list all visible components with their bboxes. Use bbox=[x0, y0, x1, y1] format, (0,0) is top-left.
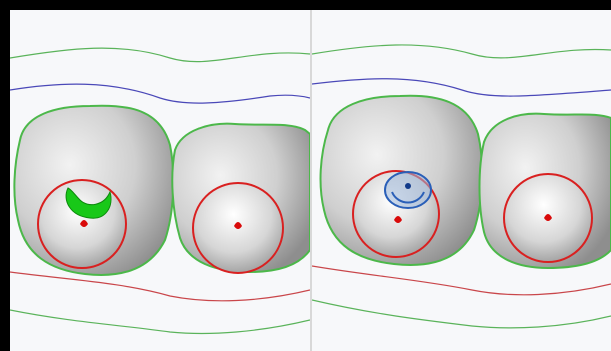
viewport-left[interactable] bbox=[10, 10, 310, 351]
viewport-divider[interactable] bbox=[310, 10, 312, 351]
red-contour bbox=[10, 271, 310, 302]
scene-left[interactable] bbox=[10, 10, 310, 351]
blue-cap-arc bbox=[391, 191, 425, 204]
outer-contour-top bbox=[312, 44, 611, 59]
red-marker-right bbox=[544, 214, 552, 221]
viewport-right[interactable] bbox=[312, 10, 611, 351]
blue-contour bbox=[10, 83, 310, 104]
outer-contour-bottom bbox=[10, 309, 310, 335]
red-marker-left bbox=[394, 216, 402, 223]
scene-right[interactable] bbox=[312, 10, 611, 351]
outer-contour-top bbox=[10, 47, 310, 63]
red-marker-left bbox=[80, 220, 88, 227]
outer-contour-bottom bbox=[312, 299, 611, 329]
blue-marker bbox=[405, 183, 411, 189]
blue-contour bbox=[312, 78, 611, 97]
red-contour bbox=[312, 265, 611, 296]
green-highlight-region bbox=[65, 187, 112, 219]
red-marker-right bbox=[234, 222, 242, 229]
